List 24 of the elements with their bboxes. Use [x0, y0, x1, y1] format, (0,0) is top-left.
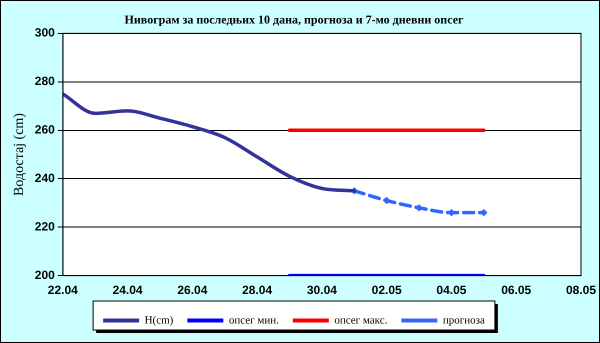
x-tick-label: 02.05: [372, 283, 402, 298]
y-tick-label: 280: [34, 74, 56, 88]
legend-label: H(cm): [144, 314, 174, 326]
x-tick-label: 04.05: [436, 283, 467, 298]
y-tick-label: 300: [34, 26, 56, 40]
y-tick-label: 240: [34, 171, 56, 186]
legend-label: опсег макс.: [334, 314, 388, 326]
point: [383, 197, 390, 204]
y-tick-label: 200: [34, 268, 56, 282]
chart-title: Нивограм за последњих 10 дана, прогноза и 7-мо дневни опсег: [124, 12, 464, 26]
x-tick-label: 24.04: [112, 283, 143, 298]
legend-label: прогноза: [442, 314, 486, 326]
y-tick-label: 260: [34, 122, 56, 137]
legend-label: опсег мин.: [228, 314, 280, 326]
line-series: [62, 92, 356, 193]
x-tick-label: 22.04: [48, 283, 78, 298]
y-axis-title: Водостај (cm): [12, 112, 28, 196]
x-tick-label: 28.04: [242, 283, 272, 298]
point: [416, 204, 423, 212]
x-tick-label: 08.05: [566, 283, 596, 298]
x-tick-label: 26.04: [177, 283, 208, 298]
y-tick-label: 220: [34, 219, 56, 234]
x-tick-label: 06.05: [501, 283, 532, 298]
x-tick-label: 30.04: [306, 283, 338, 298]
